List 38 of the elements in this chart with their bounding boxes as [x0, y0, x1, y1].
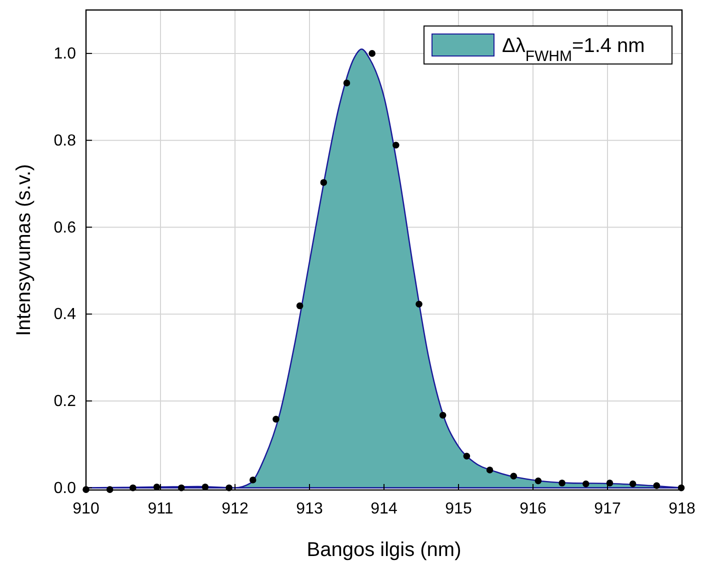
x-tick-label: 911 [148, 500, 174, 518]
point [202, 484, 209, 490]
point [439, 412, 446, 419]
point [582, 480, 590, 488]
point [653, 482, 660, 490]
point [558, 480, 566, 486]
x-tick-label: 917 [594, 500, 621, 518]
point [416, 300, 422, 308]
x-tick-label: 913 [296, 500, 323, 518]
point [510, 472, 518, 480]
x-axis-title: Bangos ilgis (nm) [306, 539, 462, 561]
y-tick-label: 1.0 [54, 46, 76, 63]
x-tick-label: 916 [520, 500, 546, 518]
point [320, 179, 328, 186]
y-axis-title: Intensyvumas (s.v.) [13, 164, 35, 336]
point [368, 50, 376, 57]
x-tick-label: 915 [445, 500, 472, 518]
x-tick-label: 914 [370, 500, 398, 518]
point [249, 476, 256, 484]
point [296, 302, 304, 310]
y-tick-label: 0.4 [54, 306, 76, 324]
x-tick-label: 910 [72, 500, 100, 518]
point [272, 416, 280, 423]
y-tick-label: 0.8 [54, 132, 76, 150]
x-tick-label: 918 [668, 500, 696, 518]
point [463, 452, 470, 460]
point [343, 80, 350, 86]
y-tick-label: 0.2 [54, 393, 76, 410]
point [153, 484, 160, 490]
point [534, 478, 542, 484]
point [606, 480, 614, 486]
point [629, 480, 636, 488]
x-tick-label: 912 [222, 500, 248, 518]
point [486, 466, 494, 474]
y-tick-label: 0.0 [54, 480, 76, 497]
legend-label: Δλ$_{FWHM}$=1.4 nm [502, 35, 645, 64]
point [392, 142, 400, 148]
y-tick-label: 0.6 [54, 219, 76, 236]
